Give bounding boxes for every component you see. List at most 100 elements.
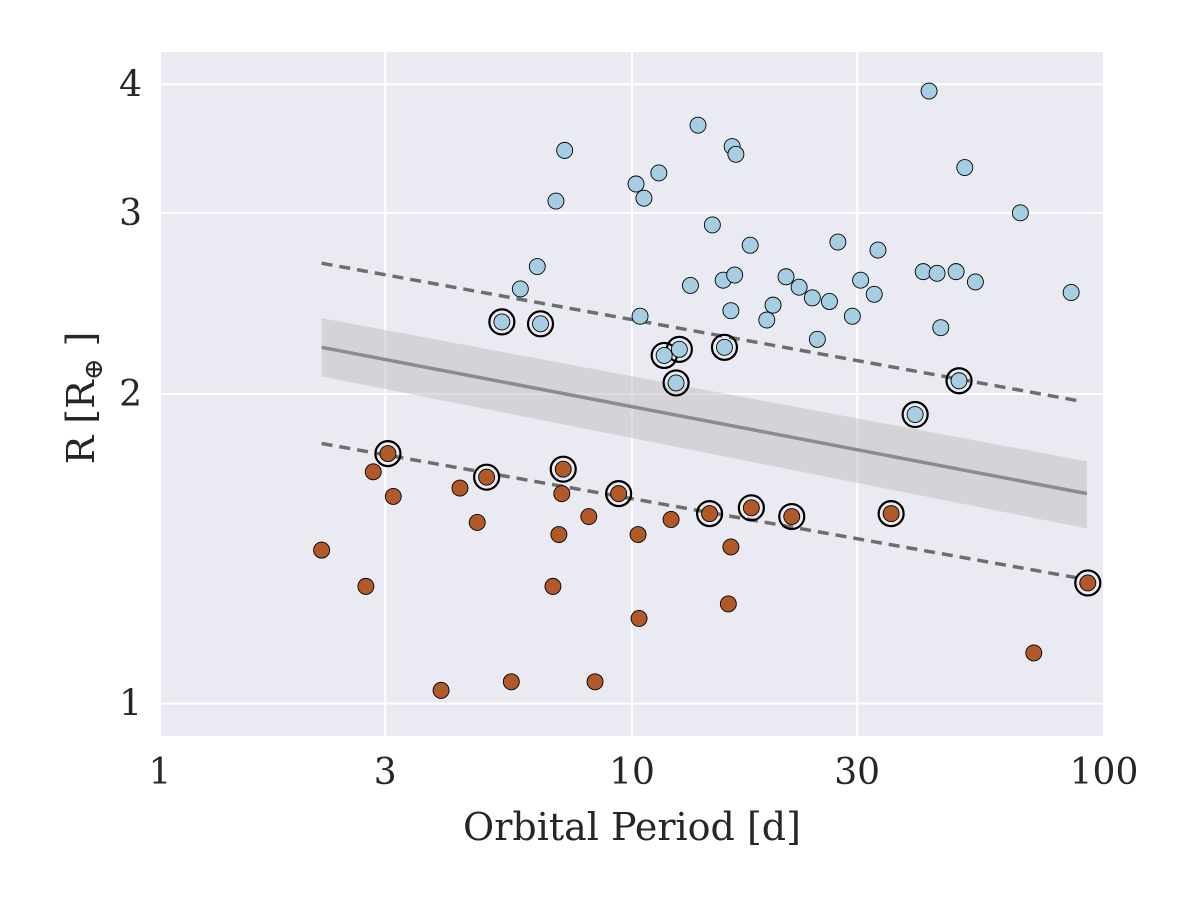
lower-data-point [610, 485, 628, 503]
upper-data-point [556, 141, 574, 159]
lower-data-point [742, 499, 760, 517]
upper-data-point [689, 116, 707, 134]
lower-data-point [630, 609, 648, 627]
lower-data-point [722, 538, 740, 556]
y-tick-labels: 1 2 3 4 [119, 64, 142, 724]
lower-data-point [629, 526, 647, 543]
upper-data-point [920, 82, 938, 100]
upper-data-point [722, 302, 740, 320]
lower-data-point [384, 487, 402, 505]
lower-data-point [502, 673, 520, 691]
upper-data-point [852, 271, 870, 289]
upper-data-point [493, 313, 511, 331]
upper-data-point [758, 311, 776, 329]
upper-data-point [843, 307, 861, 325]
upper-data-point [956, 159, 974, 176]
lower-data-point [586, 673, 604, 691]
highlight-ring [488, 308, 516, 336]
lower-data-point [1025, 644, 1043, 662]
upper-data-point [790, 278, 808, 296]
highlight-ring [374, 439, 402, 468]
upper-data-point [650, 164, 668, 182]
upper-data-point [869, 241, 887, 259]
upper-data-point [914, 263, 932, 281]
x-axis-label: Orbital Period [d] [463, 805, 801, 849]
highlight-ring [877, 500, 905, 528]
highlight-ring [473, 463, 501, 491]
upper-data-point [511, 280, 529, 298]
lower-data-point [468, 514, 486, 531]
upper-data-point [532, 315, 549, 333]
upper-data-point [764, 296, 782, 314]
highlight-ring [737, 494, 765, 522]
y-tick-label: 1 [119, 684, 142, 725]
lower-data-point [719, 595, 737, 613]
y-axis-label-suffix: ] [59, 332, 103, 359]
highlight-ring [526, 310, 555, 338]
upper-data-point [716, 338, 733, 356]
highlight-ring [710, 333, 739, 361]
upper-data-point [741, 236, 759, 254]
upper-data-point [808, 330, 826, 348]
x-tick-label: 100 [1070, 752, 1139, 793]
y-tick-label: 2 [119, 374, 142, 415]
confidence-band [321, 318, 1087, 529]
x-tick-label: 1 [149, 752, 172, 793]
lower-data-point [432, 681, 450, 699]
upper-data-point [803, 289, 821, 307]
upper-data-point [829, 233, 847, 251]
upper-data-point [928, 264, 946, 282]
lower-data-point [478, 468, 496, 486]
lower-data-point [701, 505, 719, 523]
lower-data-point [580, 508, 598, 525]
lower-data-point [783, 508, 801, 525]
upper-data-point [667, 374, 685, 392]
lower-data-point [364, 463, 382, 481]
y-axis-label: R [R⊕ ] [59, 332, 109, 465]
lower-data-point [379, 445, 397, 463]
x-tick-labels: 1 3 10 30 100 [149, 752, 1139, 793]
highlight-ring [778, 502, 806, 531]
lower-data-point [662, 511, 680, 528]
confidence-band-group [321, 318, 1087, 529]
upper-data-point [682, 276, 699, 294]
upper-data-point [635, 189, 653, 207]
upper-data-point [1011, 204, 1029, 222]
lower-data-point [553, 485, 571, 503]
lower-data-point [451, 479, 469, 497]
upper-data-point [947, 263, 965, 281]
highlight-ring [901, 400, 929, 429]
highlight-ring [945, 367, 973, 395]
upper-data-point [932, 319, 950, 337]
upper-data-point [670, 340, 688, 358]
lower-data-point [1079, 574, 1097, 592]
upper-data-point [655, 346, 673, 364]
lower-data-point [313, 541, 331, 559]
upper-data-point [726, 266, 744, 284]
upper-data-point [703, 216, 721, 234]
lower-data-point [550, 526, 568, 543]
highlight-ring [662, 369, 690, 397]
upper-data-point [966, 273, 984, 291]
upper-data-point [547, 192, 565, 210]
trend-line [321, 345, 1088, 496]
upper-data-point [865, 285, 883, 303]
y-tick-label: 4 [119, 64, 142, 105]
upper-data-point [820, 293, 838, 310]
lower-data-point [882, 505, 900, 523]
upper-data-point [777, 268, 795, 286]
highlight-ring [695, 500, 724, 528]
upper-data-point [906, 406, 924, 423]
lower-data-point [554, 460, 572, 478]
y-axis-label-subscript: ⊕ [79, 358, 109, 380]
highlight-ring [605, 480, 633, 508]
upper-data-point [528, 258, 546, 276]
upper-data-point [950, 372, 968, 390]
y-axis-label-prefix: R [R [59, 379, 103, 465]
upper-data-point [627, 175, 645, 193]
upper-data-point [1062, 284, 1080, 301]
highlight-ring [549, 455, 577, 483]
lower-data-point [357, 577, 375, 595]
